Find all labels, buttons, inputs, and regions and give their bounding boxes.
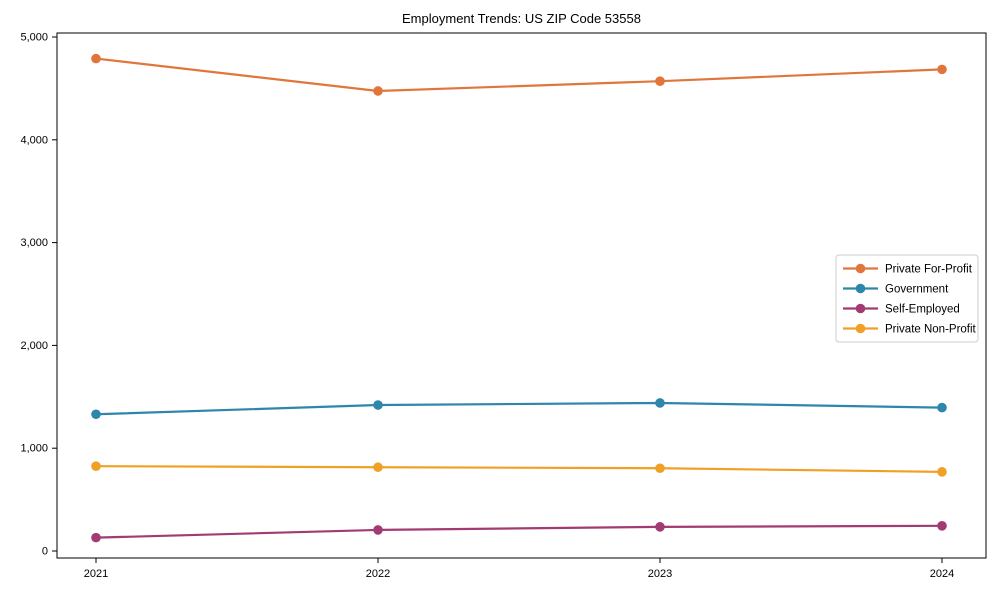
y-axis-tick-label: 5,000 xyxy=(20,32,48,44)
legend-marker-private-for-profit xyxy=(855,263,866,274)
data-point-private-non-profit xyxy=(91,461,101,471)
data-point-private-for-profit xyxy=(373,86,383,96)
data-point-private-for-profit xyxy=(655,76,665,87)
series-line-private-for-profit xyxy=(95,57,943,93)
x-axis-tick-label: 2022 xyxy=(366,568,390,580)
data-point-government xyxy=(91,409,101,420)
legend-label-private-for-profit: Private For-Profit xyxy=(885,264,973,276)
chart-title: Employment Trends: US ZIP Code 53558 xyxy=(402,11,641,26)
y-axis-tick-label: 4,000 xyxy=(20,134,48,146)
data-point-private-for-profit xyxy=(91,53,101,64)
y-axis-tick-label: 1,000 xyxy=(20,443,48,455)
data-point-government xyxy=(937,402,947,413)
series-line-government xyxy=(95,401,943,416)
x-axis-tick-label: 2024 xyxy=(930,568,954,580)
data-point-self-employed xyxy=(655,522,665,532)
legend-marker-private-non-profit xyxy=(855,323,866,334)
data-point-government xyxy=(655,398,665,408)
series-line-private-non-profit xyxy=(95,465,943,473)
legend-marker-government xyxy=(855,283,866,294)
y-axis-tick-label: 2,000 xyxy=(20,340,48,352)
plot-border xyxy=(56,32,987,559)
data-point-self-employed xyxy=(937,521,947,531)
y-axis-tick-label: 0 xyxy=(42,546,48,558)
data-point-private-non-profit xyxy=(655,463,665,474)
x-axis-tick-label: 2021 xyxy=(84,568,108,580)
data-point-private-for-profit xyxy=(937,64,947,75)
legend-marker-self-employed xyxy=(855,303,866,314)
data-point-private-non-profit xyxy=(373,462,383,473)
data-point-private-non-profit xyxy=(937,467,947,477)
legend-label-private-non-profit: Private Non-Profit xyxy=(885,324,977,336)
data-point-government xyxy=(373,400,383,410)
series-line-self-employed xyxy=(95,524,943,539)
x-axis-tick-label: 2023 xyxy=(648,568,672,580)
data-point-self-employed xyxy=(91,532,101,543)
legend-box xyxy=(835,254,979,343)
legend-label-self-employed: Self-Employed xyxy=(885,304,960,316)
legend-label-government: Government xyxy=(885,284,949,296)
data-point-self-employed xyxy=(373,525,383,535)
y-axis-tick-label: 3,000 xyxy=(20,237,48,249)
